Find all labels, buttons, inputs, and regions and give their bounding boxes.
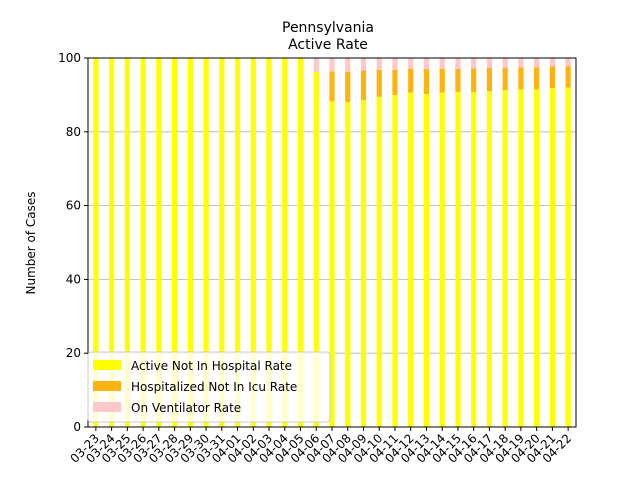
bar-layer [93, 58, 571, 428]
bar-hospitalized-not-in-icu-rate-04-11 [392, 69, 398, 95]
bar-active-not-in-hospital-rate-04-16 [471, 91, 477, 427]
bar-hospitalized-not-in-icu-rate-04-18 [502, 67, 508, 91]
bar-hospitalized-not-in-icu-rate-04-13 [423, 69, 430, 95]
bar-active-not-in-hospital-rate-03-24 [109, 58, 115, 427]
bar-active-not-in-hospital-rate-04-17 [486, 91, 493, 428]
bar-hospitalized-not-in-icu-rate-04-07 [329, 71, 335, 102]
bar-active-not-in-hospital-rate-03-27 [156, 58, 162, 427]
bar-active-not-in-hospital-rate-03-29 [187, 58, 193, 427]
bar-active-not-in-hospital-rate-04-07 [329, 101, 335, 427]
bar-on-ventilator-rate-04-14 [439, 58, 445, 69]
y-tick-label: 40 [66, 272, 81, 286]
bar-on-ventilator-rate-04-06 [313, 58, 319, 73]
legend-box [87, 351, 331, 423]
bar-active-not-in-hospital-rate-04-15 [455, 91, 461, 427]
bar-active-not-in-hospital-rate-04-05 [297, 58, 304, 427]
bar-on-ventilator-rate-04-19 [518, 58, 524, 68]
legend-swatch-active-not-in-hospital [93, 360, 121, 370]
bar-active-not-in-hospital-rate-04-10 [376, 96, 382, 428]
bar-active-not-in-hospital-rate-03-25 [124, 58, 130, 427]
y-tick-label: 60 [66, 199, 81, 213]
y-tick-label: 0 [73, 420, 81, 434]
chart-subtitle: Active Rate [288, 37, 368, 53]
legend: Active Not In Hospital Rate Hospitalized… [87, 351, 331, 423]
legend-swatch-on-ventilator [93, 402, 121, 412]
bar-active-not-in-hospital-rate-04-01 [234, 58, 241, 427]
bar-hospitalized-not-in-icu-rate-04-08 [345, 71, 351, 103]
y-tick-label: 100 [58, 51, 81, 65]
bar-active-not-in-hospital-rate-04-20 [534, 89, 540, 428]
bar-active-not-in-hospital-rate-04-14 [439, 92, 445, 427]
legend-label-hospitalized-not-in-icu: Hospitalized Not In Icu Rate [131, 380, 297, 394]
bar-active-not-in-hospital-rate-04-18 [502, 90, 508, 427]
bar-on-ventilator-rate-04-12 [408, 58, 414, 69]
bar-hospitalized-not-in-icu-rate-04-12 [408, 68, 414, 93]
bar-on-ventilator-rate-04-21 [549, 58, 555, 67]
bar-on-ventilator-rate-04-16 [471, 58, 477, 69]
bar-on-ventilator-rate-04-17 [486, 58, 493, 68]
bar-active-not-in-hospital-rate-04-02 [250, 58, 256, 427]
bar-hospitalized-not-in-icu-rate-04-15 [455, 68, 461, 92]
bar-active-not-in-hospital-rate-04-19 [518, 89, 524, 428]
bar-active-not-in-hospital-rate-03-23 [93, 58, 99, 427]
legend-label-on-ventilator: On Ventilator Rate [131, 401, 241, 415]
y-tick-label: 20 [66, 346, 81, 360]
y-tick-label: 80 [66, 125, 81, 139]
bar-active-not-in-hospital-rate-03-26 [140, 58, 146, 427]
y-axis-label: Number of Cases [24, 191, 38, 294]
bar-active-not-in-hospital-rate-04-09 [360, 100, 367, 427]
bar-active-not-in-hospital-rate-03-28 [171, 58, 178, 427]
bar-hospitalized-not-in-icu-rate-04-21 [549, 66, 555, 89]
bar-active-not-in-hospital-rate-04-21 [549, 88, 555, 428]
bar-on-ventilator-rate-04-07 [329, 58, 335, 72]
bar-active-not-in-hospital-rate-04-12 [408, 92, 414, 427]
bar-on-ventilator-rate-04-13 [423, 58, 430, 70]
bar-hospitalized-not-in-icu-rate-04-19 [518, 67, 524, 90]
bar-active-not-in-hospital-rate-04-22 [565, 87, 571, 428]
bar-on-ventilator-rate-04-15 [455, 58, 461, 69]
bar-on-ventilator-rate-04-10 [376, 58, 382, 70]
bar-hospitalized-not-in-icu-rate-04-09 [360, 70, 367, 101]
bar-active-not-in-hospital-rate-04-04 [282, 58, 288, 427]
bar-hospitalized-not-in-icu-rate-04-16 [471, 68, 477, 92]
bar-on-ventilator-rate-04-18 [502, 58, 508, 68]
bar-hospitalized-not-in-icu-rate-04-20 [534, 67, 540, 90]
bar-on-ventilator-rate-04-09 [360, 58, 367, 71]
bar-on-ventilator-rate-04-20 [534, 58, 540, 68]
bar-active-not-in-hospital-rate-04-08 [345, 102, 351, 427]
bar-active-not-in-hospital-rate-03-31 [219, 58, 225, 427]
bar-active-not-in-hospital-rate-04-06 [313, 72, 319, 427]
legend-label-active-not-in-hospital: Active Not In Hospital Rate [131, 359, 292, 373]
bar-on-ventilator-rate-04-22 [565, 58, 571, 67]
bar-hospitalized-not-in-icu-rate-04-10 [376, 69, 382, 97]
legend-swatch-hospitalized-not-in-icu [93, 381, 121, 391]
bar-hospitalized-not-in-icu-rate-04-17 [486, 67, 493, 92]
bar-active-not-in-hospital-rate-04-11 [392, 94, 398, 428]
bar-active-not-in-hospital-rate-04-13 [423, 94, 430, 428]
bar-on-ventilator-rate-04-08 [345, 58, 351, 72]
bar-on-ventilator-rate-04-11 [392, 58, 398, 70]
bar-hospitalized-not-in-icu-rate-04-22 [565, 66, 571, 88]
bar-active-not-in-hospital-rate-03-30 [203, 58, 209, 427]
bar-hospitalized-not-in-icu-rate-04-14 [439, 68, 445, 93]
chart-title: Pennsylvania [282, 20, 374, 36]
bar-active-not-in-hospital-rate-04-03 [266, 58, 272, 427]
